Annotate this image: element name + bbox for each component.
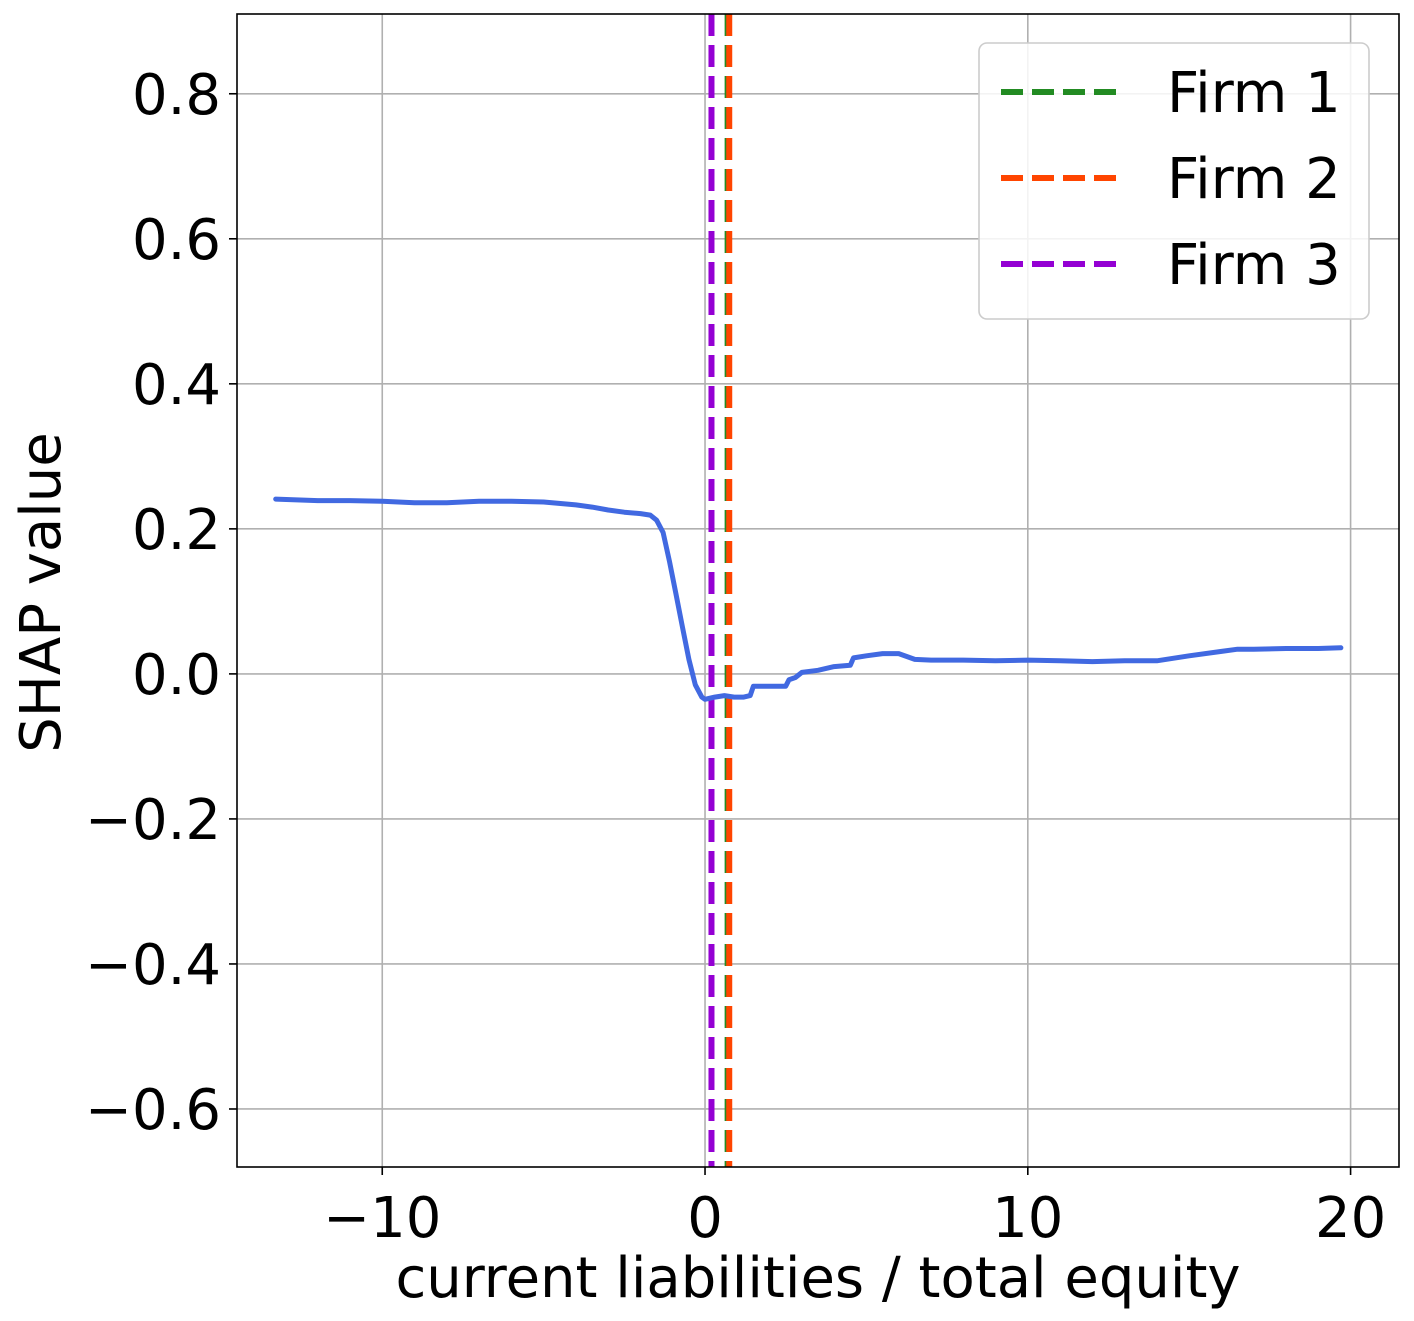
- firm-vertical-lines: [708, 14, 733, 1167]
- y-tick-label: −0.2: [85, 788, 221, 853]
- y-tick-label: 0.0: [132, 643, 221, 708]
- series-group: [273, 496, 1344, 702]
- y-tick-label: −0.6: [85, 1078, 221, 1143]
- series-line-1: [273, 496, 1344, 702]
- x-axis-label: current liabilities / total equity: [395, 1246, 1240, 1311]
- legend-box: [978, 42, 1370, 320]
- x-tick-label: 0: [687, 1186, 723, 1251]
- plot-frame: [236, 13, 1400, 1168]
- legend-label-firm-3: Firm 3: [1167, 233, 1341, 298]
- legend-label-firm-1: Firm 1: [1167, 61, 1341, 126]
- y-tick-label: −0.4: [85, 933, 221, 998]
- y-tick-label: 0.4: [132, 353, 221, 418]
- x-tick-label: 10: [992, 1186, 1063, 1251]
- x-tick-label: 20: [1315, 1186, 1386, 1251]
- y-tick-label: 0.6: [132, 208, 221, 273]
- x-axis-ticks: −10 0 10 20: [323, 1167, 1386, 1251]
- y-axis-label: SHAP value: [9, 432, 74, 753]
- y-tick-label: 0.2: [132, 498, 221, 563]
- legend: Firm 1 Firm 2 Firm 3: [978, 42, 1370, 320]
- x-tick-label: −10: [323, 1186, 441, 1251]
- y-axis-ticks: −0.6 −0.4 −0.2 0.0 0.2 0.4 0.6 0.8: [85, 63, 237, 1143]
- legend-label-firm-2: Firm 2: [1167, 147, 1341, 212]
- y-tick-label: 0.8: [132, 63, 221, 128]
